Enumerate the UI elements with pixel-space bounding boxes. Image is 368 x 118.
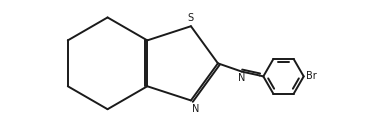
Text: N: N: [192, 104, 200, 114]
Text: Br: Br: [306, 71, 317, 81]
Text: S: S: [188, 13, 194, 23]
Text: N: N: [238, 73, 245, 83]
